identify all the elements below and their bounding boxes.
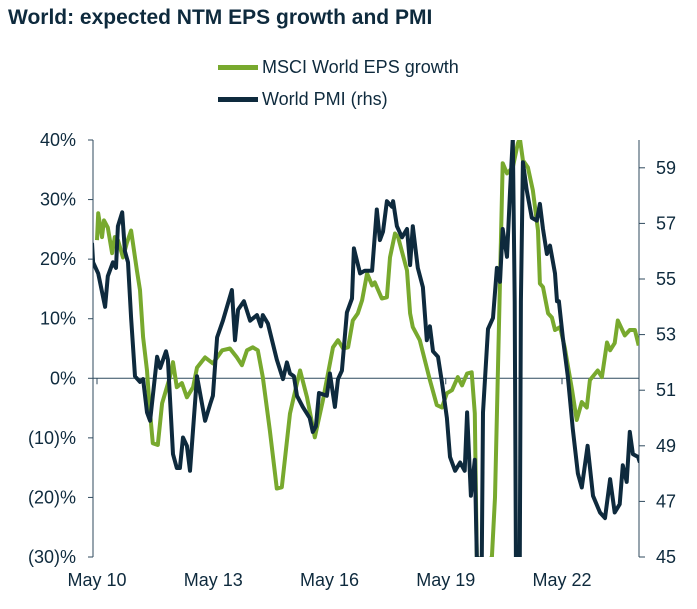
chart-title: World: expected NTM EPS growth and PMI bbox=[8, 6, 433, 29]
legend-label-eps: MSCI World EPS growth bbox=[262, 57, 459, 77]
left-tick-label: (30)% bbox=[28, 547, 76, 567]
right-tick-label: 49 bbox=[656, 436, 676, 456]
left-tick-label: 10% bbox=[40, 309, 76, 329]
series-line-eps-growth bbox=[95, 140, 639, 557]
right-tick-label: 45 bbox=[656, 547, 676, 567]
x-tick-label: May 10 bbox=[67, 570, 126, 590]
right-tick-label: 59 bbox=[656, 158, 676, 178]
x-tick-label: May 13 bbox=[184, 570, 243, 590]
left-tick-label: (20)% bbox=[28, 487, 76, 507]
legend-swatch-pmi bbox=[218, 97, 258, 102]
legend-item-eps: MSCI World EPS growth bbox=[218, 57, 459, 78]
right-tick-label: 57 bbox=[656, 213, 676, 233]
legend-label-pmi: World PMI (rhs) bbox=[262, 89, 388, 109]
right-tick-label: 53 bbox=[656, 325, 676, 345]
x-tick-label: May 22 bbox=[532, 570, 591, 590]
x-tick-label: May 19 bbox=[416, 570, 475, 590]
left-tick-label: 30% bbox=[40, 190, 76, 210]
left-tick-label: 0% bbox=[50, 368, 76, 388]
legend-swatch-eps bbox=[218, 65, 258, 70]
series-line-world-pmi bbox=[93, 140, 639, 557]
left-tick-label: (10)% bbox=[28, 428, 76, 448]
right-tick-label: 55 bbox=[656, 269, 676, 289]
left-tick-label: 20% bbox=[40, 249, 76, 269]
x-tick-label: May 16 bbox=[300, 570, 359, 590]
left-tick-label: 40% bbox=[40, 130, 76, 150]
legend-item-pmi: World PMI (rhs) bbox=[218, 89, 388, 110]
right-tick-label: 47 bbox=[656, 491, 676, 511]
right-tick-label: 51 bbox=[656, 380, 676, 400]
